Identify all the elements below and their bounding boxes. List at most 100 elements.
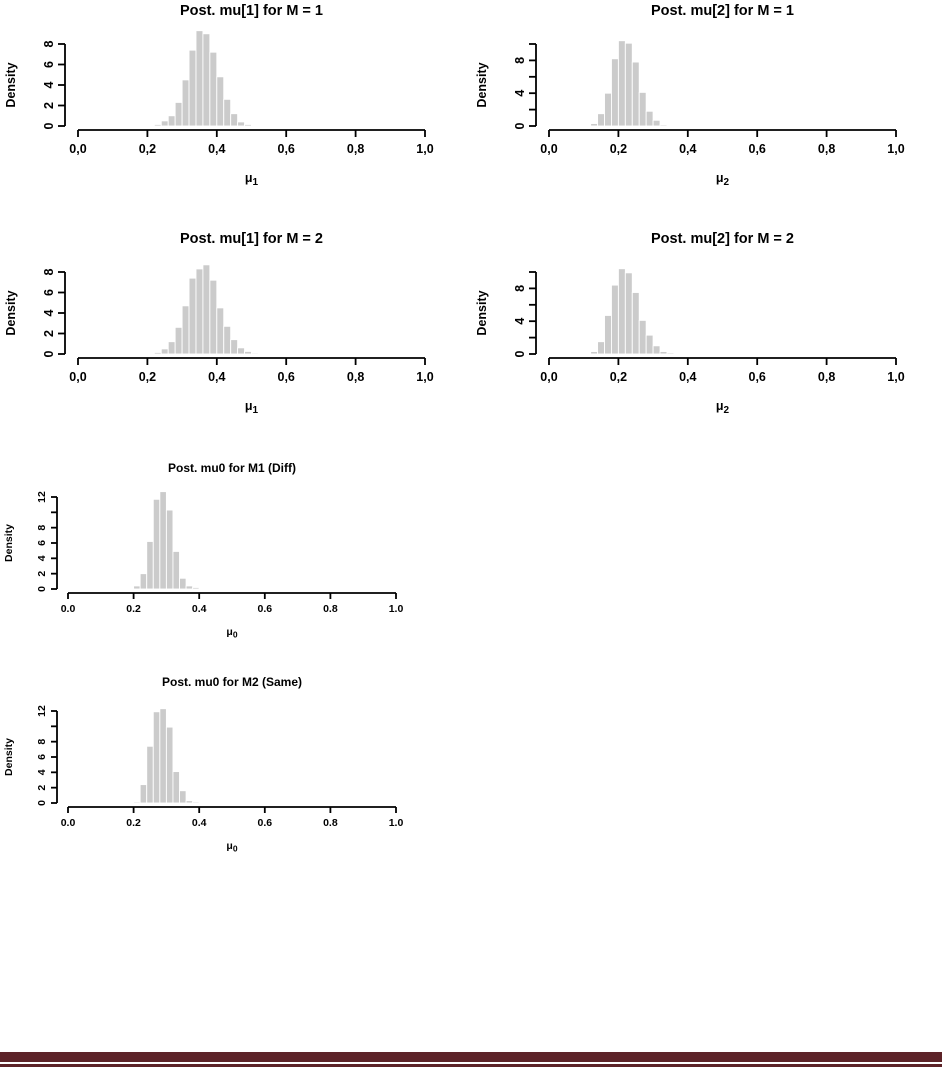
y-tick-label: 0 bbox=[42, 350, 56, 357]
histogram-bar bbox=[185, 800, 194, 804]
histogram-bar bbox=[666, 352, 675, 355]
x-tick-label: 0,2 bbox=[610, 142, 627, 156]
x-tick-label: 0,8 bbox=[347, 142, 364, 156]
x-axis-label: μ0 bbox=[226, 840, 237, 854]
x-tick-label: 0.0 bbox=[61, 603, 76, 615]
y-tick-label: 8 bbox=[513, 57, 527, 64]
chart-post-mu2-m2: Post. mu[2] for M = 2 Density μ2 0,0 0,2 0,4 0… bbox=[475, 231, 905, 416]
x-axis-label-sub: 0 bbox=[233, 844, 238, 854]
histogram-bar bbox=[223, 325, 232, 355]
histogram-bar bbox=[583, 352, 592, 355]
histogram-bar bbox=[202, 264, 211, 355]
y-axis-label: Density bbox=[475, 290, 489, 335]
x-tick-label: 0,2 bbox=[139, 142, 156, 156]
chart-title: Post. mu0 for M2 (Same) bbox=[162, 675, 302, 689]
x-tick-label: 0.0 bbox=[61, 817, 76, 829]
histogram-bar bbox=[617, 268, 626, 355]
x-tick-label: 0,0 bbox=[69, 142, 86, 156]
histogram-bar bbox=[209, 51, 218, 127]
histogram-bar bbox=[673, 124, 682, 127]
x-axis-label-sub: 0 bbox=[233, 630, 238, 640]
histogram-bar bbox=[604, 315, 612, 355]
x-tick-label: 0,0 bbox=[540, 370, 557, 384]
histogram-bar bbox=[611, 284, 619, 355]
y-tick-label: 8 bbox=[36, 739, 48, 745]
y-tick-label: 8 bbox=[36, 525, 48, 531]
y-axis-label: Density bbox=[475, 62, 489, 107]
y-tick-label: 8 bbox=[42, 40, 56, 47]
histogram-bar bbox=[209, 279, 218, 355]
y-tick-label: 0 bbox=[513, 350, 527, 357]
chart-title: Post. mu0 for M1 (Diff) bbox=[168, 461, 296, 475]
histogram-bar bbox=[597, 113, 605, 127]
x-tick-label: 1.0 bbox=[389, 603, 404, 615]
x-axis-label-base: μ bbox=[716, 399, 724, 413]
x-tick-label: 0,4 bbox=[679, 142, 696, 156]
x-tick-label: 1,0 bbox=[416, 142, 433, 156]
histogram-bar bbox=[638, 91, 647, 127]
histogram-bar bbox=[153, 352, 162, 355]
x-tick-label: 0,0 bbox=[69, 370, 86, 384]
y-tick-label: 2 bbox=[42, 330, 56, 337]
histogram-bar bbox=[230, 113, 239, 127]
histogram-bar bbox=[192, 801, 200, 804]
histogram-bar bbox=[181, 79, 190, 127]
histogram-bar bbox=[251, 352, 259, 355]
x-axis-label-base: μ bbox=[226, 840, 232, 852]
y-tick-label: 2 bbox=[42, 102, 56, 109]
y-tick-label: 0 bbox=[36, 800, 48, 806]
x-tick-label: 0.6 bbox=[257, 817, 272, 829]
x-tick-label: 0.8 bbox=[323, 817, 338, 829]
histogram-bar bbox=[133, 585, 141, 590]
x-axis-label-base: μ bbox=[716, 171, 724, 185]
y-axis-label: Density bbox=[3, 524, 15, 562]
x-tick-label: 0,2 bbox=[139, 370, 156, 384]
x-tick-label: 1,0 bbox=[416, 370, 433, 384]
y-axis-label: Density bbox=[4, 290, 18, 335]
histogram-bar bbox=[237, 347, 246, 355]
footer-thick-bar bbox=[0, 1052, 942, 1062]
histogram-bar bbox=[198, 587, 207, 590]
histogram-bar bbox=[133, 801, 141, 804]
x-axis-label-base: μ bbox=[245, 171, 253, 185]
histogram-bar bbox=[645, 334, 654, 355]
histogram-bar bbox=[652, 119, 661, 127]
histogram-bar bbox=[139, 573, 148, 590]
chart-title: Post. mu[1] for M = 2 bbox=[180, 231, 323, 247]
histogram-bar bbox=[590, 351, 599, 355]
y-tick-label: 4 bbox=[36, 555, 48, 561]
histogram-bar bbox=[659, 124, 668, 127]
x-tick-label: 0,6 bbox=[278, 370, 295, 384]
histogram-bar bbox=[645, 110, 654, 127]
histogram-bar bbox=[624, 272, 633, 355]
histogram-bar bbox=[223, 98, 232, 127]
x-axis-label-sub: 1 bbox=[253, 177, 259, 188]
histogram-bar bbox=[202, 33, 211, 127]
histogram-bar bbox=[257, 352, 266, 355]
histogram-bar bbox=[617, 40, 626, 127]
histogram-bar bbox=[638, 319, 647, 355]
x-axis-label-sub: 2 bbox=[724, 177, 730, 188]
histogram-bar bbox=[216, 76, 225, 127]
y-tick-label: 6 bbox=[42, 61, 56, 68]
histogram-bar bbox=[159, 708, 167, 804]
histogram-bar bbox=[673, 352, 682, 355]
histogram-bar bbox=[146, 541, 154, 590]
x-tick-label: 0.2 bbox=[126, 603, 141, 615]
histogram-bar bbox=[192, 587, 200, 590]
x-tick-label: 0,8 bbox=[818, 142, 835, 156]
y-tick-label: 6 bbox=[42, 289, 56, 296]
y-tick-label: 6 bbox=[36, 540, 48, 546]
histogram-bar bbox=[652, 345, 661, 355]
histogram-bar bbox=[152, 711, 161, 804]
histogram-bar bbox=[590, 123, 599, 127]
chart-title: Post. mu[2] for M = 1 bbox=[651, 3, 794, 19]
histogram-bar bbox=[251, 124, 259, 127]
histogram-bar bbox=[611, 58, 619, 127]
histogram-bar bbox=[153, 124, 162, 127]
x-axis-label: μ2 bbox=[716, 399, 730, 416]
y-tick-label: 0 bbox=[42, 122, 56, 129]
x-axis-label-sub: 2 bbox=[724, 405, 730, 416]
